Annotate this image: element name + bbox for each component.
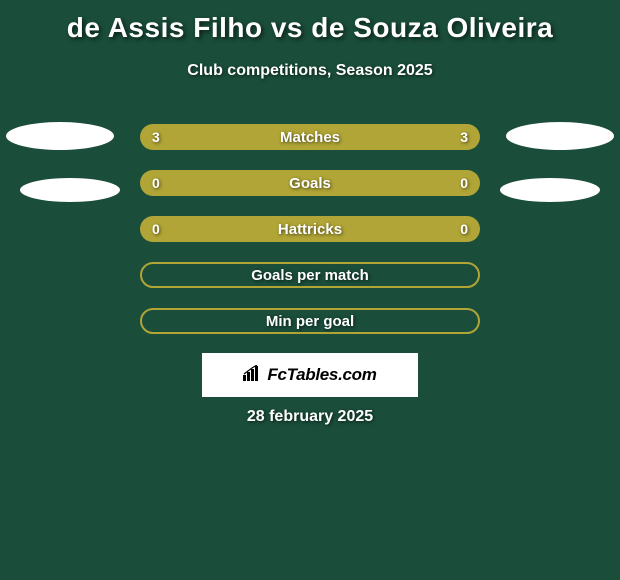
stat-label: Hattricks bbox=[278, 221, 342, 238]
stat-right-value: 0 bbox=[460, 221, 468, 237]
stat-label: Matches bbox=[280, 129, 340, 146]
stat-bar-matches: 3 Matches 3 bbox=[140, 124, 480, 150]
stat-left-value: 0 bbox=[152, 221, 160, 237]
player-left-ellipse-1 bbox=[6, 122, 114, 150]
stat-bar-min-per-goal: Min per goal bbox=[140, 308, 480, 334]
player-left-ellipse-2 bbox=[20, 178, 120, 202]
player-right-ellipse-1 bbox=[506, 122, 614, 150]
stat-right-value: 3 bbox=[460, 129, 468, 145]
stat-label: Goals bbox=[289, 175, 331, 192]
stat-right-value: 0 bbox=[460, 175, 468, 191]
chart-bars-icon bbox=[243, 365, 263, 386]
stat-bar-goals-per-match: Goals per match bbox=[140, 262, 480, 288]
stat-label: Goals per match bbox=[251, 267, 369, 284]
stat-bar-goals: 0 Goals 0 bbox=[140, 170, 480, 196]
logo-text: FcTables.com bbox=[267, 365, 376, 385]
page-title: de Assis Filho vs de Souza Oliveira bbox=[0, 0, 620, 44]
logo-box: FcTables.com bbox=[202, 353, 418, 397]
stat-label: Min per goal bbox=[266, 313, 354, 330]
date-text: 28 february 2025 bbox=[0, 408, 620, 426]
stat-left-value: 3 bbox=[152, 129, 160, 145]
subtitle: Club competitions, Season 2025 bbox=[0, 62, 620, 80]
player-right-ellipse-2 bbox=[500, 178, 600, 202]
stat-bar-hattricks: 0 Hattricks 0 bbox=[140, 216, 480, 242]
stat-bars: 3 Matches 3 0 Goals 0 0 Hattricks 0 Goal… bbox=[140, 124, 480, 354]
stat-left-value: 0 bbox=[152, 175, 160, 191]
